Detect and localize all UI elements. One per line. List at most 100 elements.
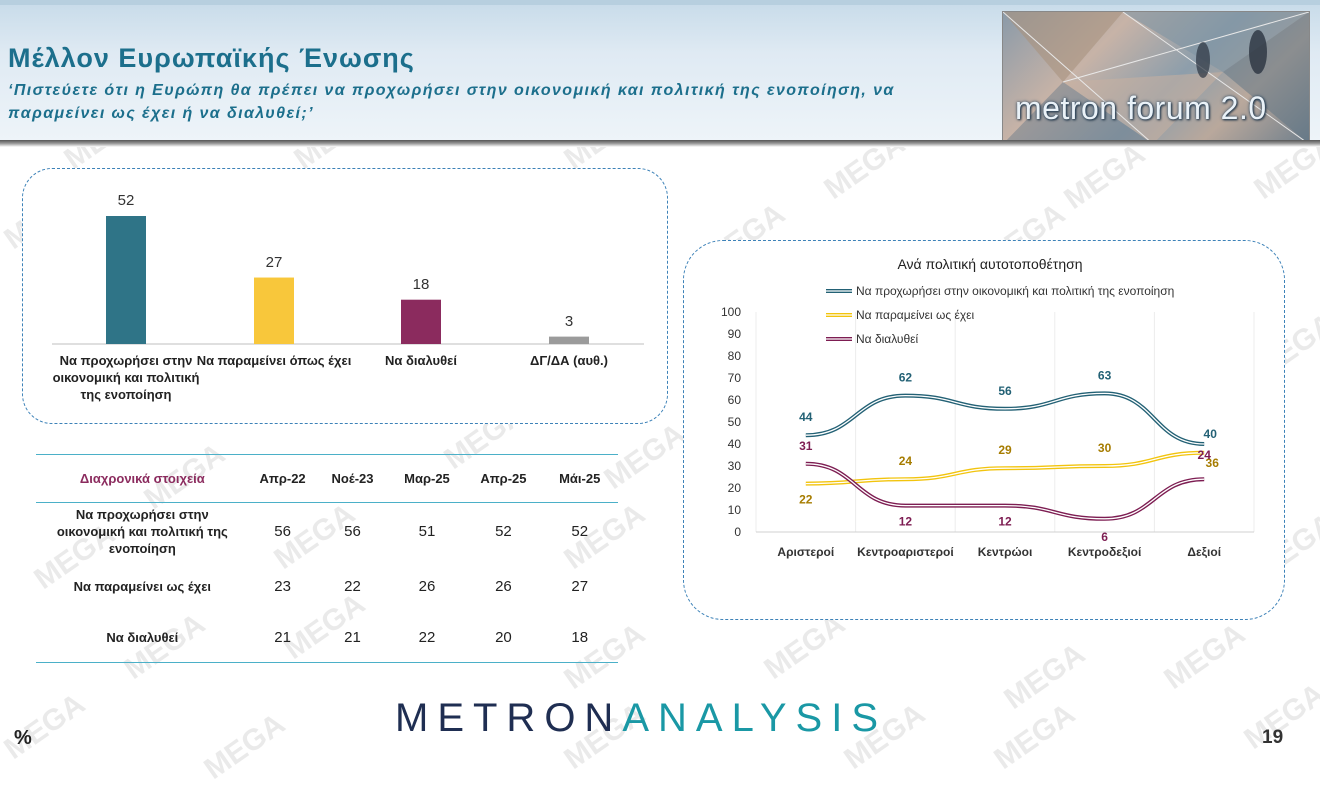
bar-value-label: 27 <box>265 253 283 271</box>
data-label: 62 <box>899 371 913 385</box>
series-line-outer <box>805 391 1205 446</box>
x-tick-label: Κεντροδεξιοί <box>1068 545 1141 559</box>
data-label: 63 <box>1098 368 1112 382</box>
data-label: 22 <box>799 493 813 507</box>
legend-label: Να παραμείνει ως έχει <box>856 308 975 322</box>
y-tick-label: 50 <box>728 415 742 429</box>
y-tick-label: 20 <box>728 481 742 495</box>
bar-chart <box>52 216 644 345</box>
line-chart-panel <box>683 240 1285 620</box>
table-col-header: Μαρ-25 <box>404 471 450 486</box>
table-cell: 22 <box>418 628 436 646</box>
table-cell: 21 <box>274 628 291 646</box>
data-label: 12 <box>998 515 1012 529</box>
logo-text: metron forum 2.0 <box>1015 90 1267 126</box>
watermark-text: MEGA <box>1158 617 1252 696</box>
table-cell: 51 <box>418 523 436 541</box>
data-label: 6 <box>1101 530 1108 544</box>
y-tick-label: 40 <box>728 437 742 451</box>
table-col-header: Απρ-25 <box>480 471 527 486</box>
legend-label: Να διαλυθεί <box>856 332 919 346</box>
legend-label: Να προχωρήσει στην οικονομική και πολιτι… <box>856 284 1174 298</box>
table-row: Να παραμείνει ως έχει 23 22 26 26 27 <box>36 561 618 613</box>
table-cell: 26 <box>418 578 436 595</box>
data-label: 40 <box>1204 427 1218 441</box>
logo-background-graphic <box>1003 12 1309 144</box>
table-cell: 56 <box>344 523 361 541</box>
bar-category-label: Να παραμείνει όπως έχει <box>196 353 352 368</box>
table-header-row: Διαχρονικά στοιχεία Απρ-22 Νοέ-23 Μαρ-25… <box>36 454 618 503</box>
bar-value-label: 3 <box>564 312 574 330</box>
data-label: 24 <box>1198 448 1212 462</box>
table-row: Να διαλυθεί 21 21 22 20 18 <box>36 613 618 663</box>
data-label: 29 <box>998 443 1012 457</box>
historical-data-table: Διαχρονικά στοιχεία Απρ-22 Νοέ-23 Μαρ-25… <box>36 454 618 663</box>
data-label: 36 <box>1206 456 1220 470</box>
bar <box>549 336 589 344</box>
data-label: 56 <box>998 384 1012 398</box>
series-line-inner <box>805 463 1205 520</box>
table-cell: 56 <box>274 523 291 541</box>
table-col-header: Νοέ-23 <box>331 471 374 486</box>
bar <box>106 216 146 344</box>
brand-text-metron: METRON <box>395 696 623 740</box>
data-label: 12 <box>899 515 913 529</box>
watermark-text: MEGA <box>198 707 292 786</box>
series-line-inner <box>805 452 1205 485</box>
line-chart-title: Ανά πολιτική αυτοτοποθέτηση <box>897 256 1082 272</box>
table-cell: 18 <box>571 628 589 646</box>
header-banner: Μέλλον Ευρωπαϊκής Ένωσης ‘Πιστεύετε ότι … <box>0 0 1320 145</box>
bar <box>401 299 441 344</box>
data-label: 31 <box>799 439 813 453</box>
bar <box>254 277 294 344</box>
x-tick-label: Δεξιοί <box>1187 545 1221 559</box>
series-line-inner <box>805 392 1205 445</box>
y-tick-label: 80 <box>728 349 742 363</box>
bar-category-label: ΔΓ/ΔΑ (αυθ.) <box>530 353 608 368</box>
y-tick-label: 10 <box>728 503 742 517</box>
table-col-header: Απρ-22 <box>259 471 306 486</box>
table-cell: 52 <box>571 523 589 541</box>
data-label: 24 <box>899 454 913 468</box>
metron-forum-logo: metron forum 2.0 <box>1002 11 1310 145</box>
bar-category-label: Να διαλυθεί <box>385 353 457 368</box>
bar-value-label: 52 <box>117 192 135 209</box>
table-cell: 26 <box>495 578 512 595</box>
x-tick-label: Κεντροαριστεροί <box>857 545 954 559</box>
table-row: Να προχωρήσει στην οικονομική και πολιτι… <box>36 503 618 561</box>
table-row-label: Να προχωρήσει στην οικονομική και πολιτι… <box>56 507 228 557</box>
header-divider <box>0 140 1320 147</box>
watermark-text: MEGA <box>998 637 1092 716</box>
y-tick-label: 30 <box>728 459 742 473</box>
table-cell: 21 <box>344 628 361 646</box>
x-tick-label: Κεντρώοι <box>978 545 1033 559</box>
metron-analysis-logo: METRONANALYSIS <box>395 696 887 741</box>
brand-text-analysis: ANALYSIS <box>622 696 888 740</box>
table-col-header: Μάι-25 <box>559 471 601 486</box>
line-chart: Ανά πολιτική αυτοτοποθέτηση 0 10 20 30 40 50 60… <box>721 256 1255 559</box>
question-text: ‘Πιστεύετε ότι η Ευρώπη θα πρέπει να προ… <box>8 82 895 122</box>
y-tick-label: 90 <box>728 327 742 341</box>
table-cell: 52 <box>495 523 512 541</box>
table-row-label: Να παραμείνει ως έχει <box>73 579 212 594</box>
table-cell: 22 <box>344 578 361 595</box>
y-tick-label: 60 <box>728 393 742 407</box>
watermark-text: MEGA <box>1058 137 1152 216</box>
data-label: 30 <box>1098 441 1112 455</box>
page-title: Μέλλον Ευρωπαϊκής Ένωσης <box>8 43 415 73</box>
table-cell: 27 <box>571 578 589 595</box>
page-number: 19 <box>1262 727 1284 748</box>
percent-sign: % <box>14 727 32 749</box>
y-tick-label: 70 <box>728 371 742 385</box>
series-line-outer <box>805 461 1205 521</box>
y-tick-label: 0 <box>734 525 741 539</box>
data-label: 44 <box>799 410 813 424</box>
x-tick-label: Αριστεροί <box>777 545 834 559</box>
table-cell: 23 <box>274 578 291 595</box>
table-cell: 20 <box>495 628 512 646</box>
bar-category-label: Να προχωρήσει στην οικονομική και πολιτι… <box>52 353 200 402</box>
watermark-text: MEGA <box>988 697 1082 776</box>
table-row-label: Να διαλυθεί <box>106 629 179 645</box>
bar-value-label: 18 <box>412 275 430 293</box>
y-tick-label: 100 <box>721 305 741 319</box>
